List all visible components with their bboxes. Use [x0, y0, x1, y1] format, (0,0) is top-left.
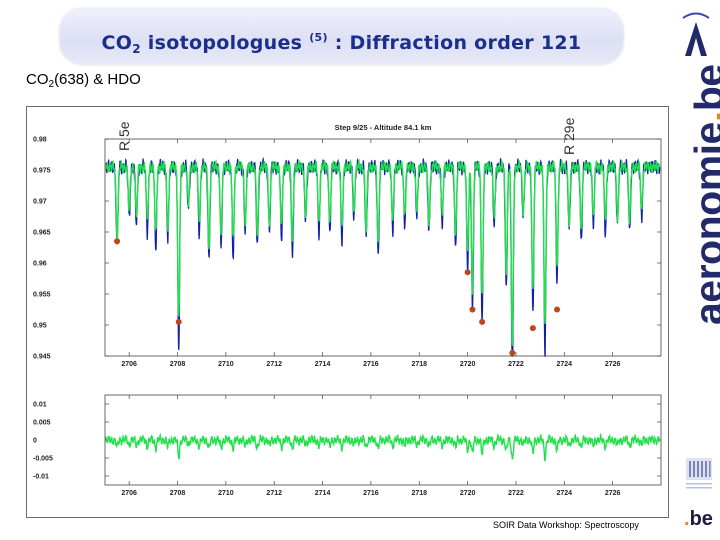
x-tick-label: 2712 [266, 490, 282, 497]
y-tick-label: -0.01 [33, 474, 49, 481]
subtitle-prefix: CO [26, 71, 49, 88]
y-tick-label: 0.01 [33, 402, 47, 409]
x-tick-label: 2724 [557, 490, 573, 497]
x-tick-label: 2722 [508, 361, 524, 368]
y-tick-label: 0.965 [33, 230, 51, 237]
brand-name: aeronomie.be [686, 64, 720, 325]
subtitle-subscript: 2 [48, 79, 55, 90]
line-marker-dot [175, 318, 182, 325]
line-marker-dot [469, 306, 476, 313]
y-tick-label: -0.005 [33, 456, 53, 463]
line-marker-dot [464, 269, 471, 276]
x-tick-label: 2708 [170, 490, 186, 497]
brand-word: aeronomie [686, 122, 720, 325]
page-title: CO2 isotopologues (5) : Diffraction orde… [60, 9, 623, 64]
be-logo-text: be [689, 508, 713, 530]
subtitle: CO2(638) & HDO [26, 71, 141, 90]
be-logo: .be [684, 508, 713, 531]
x-tick-label: 2706 [121, 361, 137, 368]
line-marker-dot [529, 325, 536, 332]
aeronomie-a-logo-icon [682, 12, 710, 56]
title-superscript: (5) [309, 31, 328, 44]
x-tick-label: 2712 [266, 361, 282, 368]
label-r29e: R 29e [561, 117, 577, 155]
title-banner: CO2 isotopologues (5) : Diffraction orde… [60, 9, 623, 64]
x-tick-label: 2714 [315, 490, 331, 497]
y-tick-label: 0.96 [33, 261, 47, 268]
label-r5e: R 5e [116, 121, 132, 151]
y-tick-label: 0.95 [33, 323, 47, 330]
x-tick-label: 2714 [315, 361, 331, 368]
title-word: isotopologues [140, 32, 310, 54]
top-axes-frame [104, 138, 662, 357]
y-tick-label: 0.955 [33, 292, 51, 299]
x-tick-label: 2716 [363, 361, 379, 368]
subtitle-rest: (638) & HDO [54, 71, 141, 88]
x-tick-label: 2720 [460, 361, 476, 368]
series-residual-line [105, 432, 661, 462]
line-marker-dot [114, 238, 121, 245]
y-tick-label: 0 [33, 438, 37, 445]
title-rest: : Diffraction order 121 [327, 32, 582, 54]
x-tick-label: 2722 [508, 490, 524, 497]
brand-tld: be [686, 64, 720, 112]
series-model-line [105, 158, 661, 346]
line-marker-dot [554, 306, 561, 313]
x-tick-label: 2718 [411, 490, 427, 497]
y-tick-label: 0.975 [33, 168, 51, 175]
belgian-building-icon [686, 458, 712, 489]
title-subscript: 2 [132, 42, 141, 56]
x-tick-label: 2706 [121, 490, 137, 497]
y-tick-label: 0.98 [33, 137, 47, 144]
spectrum-chart: 0.98 0.975 0.97 0.965 0.96 0.955 0.95 0.945 2706… [33, 123, 662, 497]
x-tick-label: 2710 [218, 490, 234, 497]
x-tick-label: 2718 [411, 361, 427, 368]
x-tick-label: 2708 [170, 361, 186, 368]
x-tick-label: 2726 [605, 361, 621, 368]
be-logo-dot: . [684, 508, 690, 530]
spectrum-figure: 0.98 0.975 0.97 0.965 0.96 0.955 0.95 0.945 2706… [26, 106, 669, 518]
y-tick-label: 0.005 [33, 420, 51, 427]
footer-caption: SOIR Data Workshop: Spectroscopy [493, 520, 639, 530]
chart-title: Step 9/25 - Altitude 84.1 km [335, 123, 432, 132]
y-tick-label: 0.97 [33, 199, 47, 206]
transmittance-panel: 0.98 0.975 0.97 0.965 0.96 0.955 0.95 0.945 2706… [33, 123, 662, 368]
residual-panel: 0.01 0.005 0 -0.005 -0.01 2706 2708 2710 2712 271… [33, 394, 662, 497]
x-tick-label: 2716 [363, 490, 379, 497]
line-marker-dot [509, 349, 516, 356]
x-tick-label: 2720 [460, 490, 476, 497]
title-co: CO [101, 32, 133, 54]
x-tick-label: 2726 [605, 490, 621, 497]
x-tick-label: 2710 [218, 361, 234, 368]
brand-dot: . [686, 111, 720, 122]
line-marker-dot [479, 318, 486, 325]
y-tick-label: 0.945 [33, 354, 51, 361]
x-tick-label: 2724 [557, 361, 573, 368]
